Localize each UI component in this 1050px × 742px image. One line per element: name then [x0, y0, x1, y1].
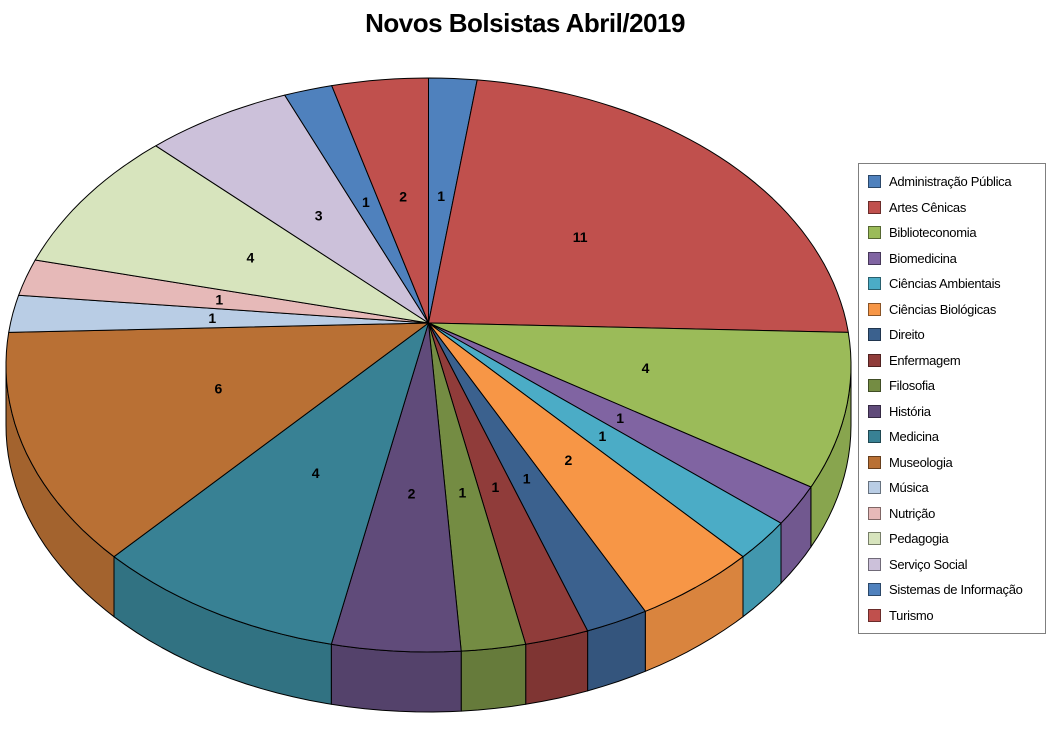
- legend-item-nutricao[interactable]: Nutrição: [859, 501, 1045, 527]
- legend-item-direito[interactable]: Direito: [859, 322, 1045, 348]
- slice-label-historia: 2: [408, 486, 416, 502]
- pie-slice-biblioteconomia[interactable]: [428, 322, 852, 488]
- legend-swatch: [868, 430, 881, 444]
- legend-label: Biblioteconomia: [889, 225, 977, 241]
- slice-label-musica: 1: [208, 310, 216, 326]
- legend-item-ciencias-ambientais[interactable]: Ciências Ambientais: [859, 271, 1045, 297]
- legend-label: Pedagogia: [889, 531, 949, 547]
- legend-item-administracao-publica[interactable]: Administração Pública: [859, 169, 1045, 195]
- legend-swatch: [868, 251, 881, 265]
- legend-label: Biomedicina: [889, 250, 957, 266]
- legend-label: Enfermagem: [889, 352, 961, 368]
- slice-label-ciencias-ambientais: 1: [599, 428, 607, 444]
- legend-label: Turismo: [889, 607, 934, 623]
- slice-label-servico-social: 3: [315, 208, 323, 224]
- slice-label-turismo: 2: [399, 189, 407, 205]
- slice-label-medicina: 4: [312, 465, 320, 481]
- legend-swatch: [868, 583, 881, 597]
- legend-swatch: [868, 302, 881, 316]
- slice-label-ciencias-biologicas: 2: [565, 452, 573, 468]
- slice-label-administracao-publica: 1: [437, 188, 445, 204]
- legend-item-servico-social[interactable]: Serviço Social: [859, 552, 1045, 578]
- legend-swatch: [868, 557, 881, 571]
- legend-item-artes-cenicas[interactable]: Artes Cênicas: [859, 195, 1045, 221]
- legend-item-enfermagem[interactable]: Enfermagem: [859, 348, 1045, 374]
- legend-label: Medicina: [889, 429, 939, 445]
- legend-swatch: [868, 328, 881, 342]
- pie-slice-servico-social[interactable]: [155, 94, 429, 324]
- legend-label: Ciências Ambientais: [889, 276, 1001, 292]
- legend-item-biblioteconomia[interactable]: Biblioteconomia: [859, 220, 1045, 246]
- pie-slice-museologia[interactable]: [5, 322, 429, 558]
- legend-swatch: [868, 175, 881, 189]
- pie-slice-wall-filosofia: [460, 643, 527, 712]
- pie-slice-wall-historia: [330, 643, 462, 713]
- chart-title: Novos Bolsistas Abril/2019: [365, 8, 685, 38]
- slice-label-filosofia: 1: [459, 484, 467, 500]
- legend-swatch: [868, 379, 881, 393]
- pie-slice-pedagogia[interactable]: [34, 145, 429, 324]
- legend-item-biomedicina[interactable]: Biomedicina: [859, 246, 1045, 272]
- pie-slice-ciencias-biologicas[interactable]: [428, 322, 744, 612]
- pie-slice-artes-cenicas[interactable]: [428, 79, 849, 333]
- slice-label-nutricao: 1: [215, 291, 223, 307]
- legend-swatch: [868, 200, 881, 214]
- legend-label: Ciências Biológicas: [889, 301, 997, 317]
- slice-label-direito: 1: [523, 470, 531, 486]
- legend-label: História: [889, 403, 931, 419]
- legend: Administração Pública Artes Cênicas Biblio…: [858, 163, 1046, 634]
- pie-slice-medicina[interactable]: [113, 322, 429, 645]
- legend-item-medicina[interactable]: Medicina: [859, 424, 1045, 450]
- legend-item-filosofia[interactable]: Filosofia: [859, 373, 1045, 399]
- legend-item-historia[interactable]: História: [859, 399, 1045, 425]
- legend-item-pedagogia[interactable]: Pedagogia: [859, 526, 1045, 552]
- legend-swatch: [868, 455, 881, 469]
- pie-slice-turismo[interactable]: [331, 77, 429, 324]
- legend-label: Serviço Social: [889, 556, 968, 572]
- slice-label-enfermagem: 1: [492, 479, 500, 495]
- legend-label: Museologia: [889, 454, 953, 470]
- legend-swatch: [868, 277, 881, 291]
- slice-label-biomedicina: 1: [616, 410, 624, 426]
- slice-label-biblioteconomia: 4: [642, 360, 650, 376]
- legend-label: Artes Cênicas: [889, 199, 967, 215]
- legend-swatch: [868, 404, 881, 418]
- legend-item-museologia[interactable]: Museologia: [859, 450, 1045, 476]
- legend-swatch: [868, 506, 881, 520]
- slice-label-sistemas-de-informacao: 1: [362, 194, 370, 210]
- legend-label: Administração Pública: [889, 174, 1012, 190]
- pie-slice-historia[interactable]: [330, 322, 462, 653]
- slice-label-artes-cenicas: 11: [573, 229, 588, 245]
- legend-item-sistemas-de-informacao[interactable]: Sistemas de Informação: [859, 577, 1045, 603]
- legend-swatch: [868, 532, 881, 546]
- legend-swatch: [868, 226, 881, 240]
- legend-swatch: [868, 481, 881, 495]
- slice-label-museologia: 6: [215, 381, 223, 397]
- legend-item-turismo[interactable]: Turismo: [859, 603, 1045, 629]
- legend-label: Nutrição: [889, 505, 936, 521]
- legend-swatch: [868, 353, 881, 367]
- legend-label: Filosofia: [889, 378, 935, 394]
- legend-item-musica[interactable]: Música: [859, 475, 1045, 501]
- legend-swatch: [868, 608, 881, 622]
- legend-item-ciencias-biologicas[interactable]: Ciências Biológicas: [859, 297, 1045, 323]
- legend-label: Música: [889, 480, 929, 496]
- legend-label: Direito: [889, 327, 925, 343]
- slice-label-pedagogia: 4: [247, 249, 255, 265]
- legend-label: Sistemas de Informação: [889, 582, 1023, 598]
